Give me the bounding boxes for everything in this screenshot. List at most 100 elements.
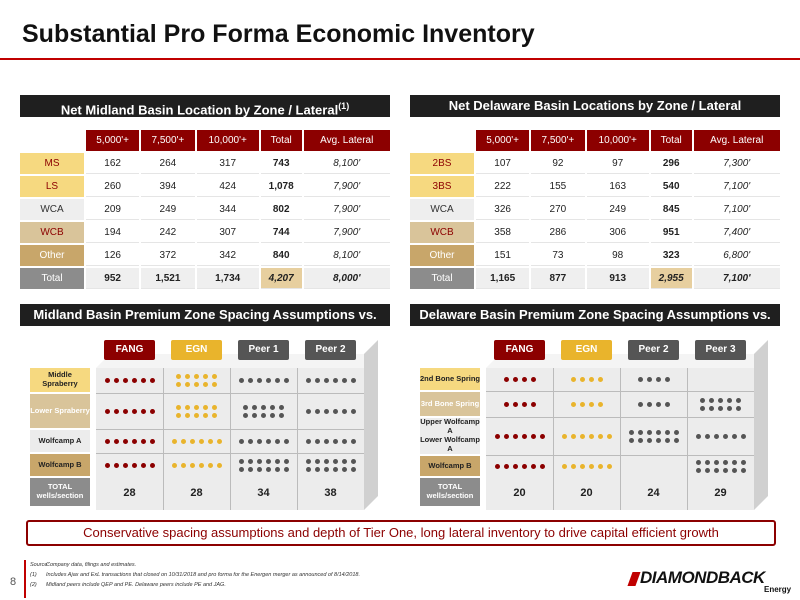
well-dots [230, 368, 297, 392]
well-dot-icon [561, 433, 567, 439]
well-dot-icon [579, 463, 585, 469]
well-dot-icon [736, 405, 741, 411]
well-dot-icon [113, 438, 119, 444]
dot-row [628, 437, 679, 443]
well-dot-icon [203, 373, 208, 379]
well-dot-icon [673, 429, 679, 435]
well-dot-icon [332, 408, 338, 414]
well-dot-icon [171, 462, 177, 468]
dot-row [176, 404, 217, 410]
well-dot-icon [283, 438, 289, 444]
cell-v3: 1,734 [196, 268, 259, 289]
dot-row [637, 401, 670, 407]
well-dot-icon [695, 459, 701, 465]
footnote-text: Company data, filings and estimates. [46, 562, 137, 568]
well-dot-icon [341, 438, 347, 444]
delaware-table-title-text: Net Delaware Basin Locations by Zone / L… [448, 98, 742, 113]
well-dot-icon [243, 404, 248, 410]
well-dots [297, 430, 364, 452]
cell-avg: 7,900' [303, 199, 390, 220]
dot-row [561, 433, 612, 439]
well-dot-icon [140, 377, 146, 383]
well-dot-icon [256, 377, 262, 383]
well-dot-icon [570, 463, 576, 469]
zone-label: Lower Spraberry [30, 394, 90, 428]
well-dot-icon [176, 404, 181, 410]
well-dot-icon [279, 412, 284, 418]
footnote-2: (2) Midland peers include QEP and PE. Del… [30, 582, 226, 588]
well-dot-icon [189, 438, 195, 444]
company-logo-sub: Energy [764, 585, 792, 594]
cell-v3: 163 [586, 176, 649, 197]
zone-label: Wolfcamp B [420, 456, 480, 476]
well-dot-icon [180, 438, 186, 444]
column-divider [620, 368, 621, 510]
well-dots [687, 392, 754, 416]
well-dot-icon [216, 462, 222, 468]
well-dot-icon [655, 429, 661, 435]
cell-avg: 7,300' [693, 153, 780, 174]
cell-v1: 151 [476, 245, 530, 266]
well-dot-icon [718, 397, 723, 403]
well-dot-icon [238, 458, 244, 464]
total-value: 24 [647, 487, 660, 499]
peer-label-0: FANG [494, 340, 545, 360]
well-dots [230, 430, 297, 452]
footnote-text: Includes Ajax and ExL transactions that … [46, 572, 361, 578]
well-dot-icon [512, 401, 518, 407]
well-dot-icon [203, 381, 208, 387]
well-dot-icon [261, 404, 266, 410]
well-dot-icon [283, 458, 289, 464]
dot-row [176, 381, 217, 387]
well-dot-icon [122, 377, 128, 383]
well-dot-icon [314, 458, 320, 464]
well-dot-icon [252, 412, 257, 418]
well-dot-icon [171, 438, 177, 444]
cell-avg: 8,100' [303, 245, 390, 266]
cell-avg: 7,400' [693, 222, 780, 243]
dot-row [238, 377, 289, 383]
col-header: 7,500'+ [531, 130, 585, 151]
dot-row [637, 376, 670, 382]
total-value: 38 [324, 487, 337, 499]
well-dot-icon [740, 467, 746, 473]
well-dot-icon [503, 463, 509, 469]
dot-row [628, 429, 679, 435]
cell-v2: 877 [531, 268, 585, 289]
well-dot-icon [332, 438, 338, 444]
well-dots [163, 430, 230, 452]
well-dot-icon [713, 467, 719, 473]
dot-row [695, 467, 746, 473]
well-dot-icon [176, 381, 181, 387]
well-dot-icon [736, 397, 741, 403]
well-dot-icon [283, 466, 289, 472]
cell-total: 296 [650, 153, 692, 174]
dot-row [561, 463, 612, 469]
total-value: 28 [190, 487, 203, 499]
cell-total: 840 [260, 245, 302, 266]
well-dot-icon [539, 463, 545, 469]
total-value: 29 [714, 487, 727, 499]
row-zone: WCA [410, 199, 474, 220]
well-dot-icon [588, 433, 594, 439]
diagram-side-face [754, 340, 768, 510]
well-dot-icon [597, 433, 603, 439]
table-row: 3BS 222 155 163 540 7,100' [410, 176, 780, 197]
well-dot-icon [323, 408, 329, 414]
well-dot-icon [350, 458, 356, 464]
zone-label: Upper Wolfcamp A [420, 417, 480, 436]
cell-v3: 913 [586, 268, 649, 289]
well-dot-icon [332, 458, 338, 464]
cell-avg: 7,900' [303, 222, 390, 243]
dot-row [570, 376, 603, 382]
cell-v1: 107 [476, 153, 530, 174]
well-dot-icon [247, 438, 253, 444]
cell-total: 951 [650, 222, 692, 243]
well-dot-icon [579, 433, 585, 439]
cell-v3: 344 [196, 199, 259, 220]
midland-table: 5,000'+ 7,500'+ 10,000'+ Total Avg. Late… [18, 128, 392, 291]
delaware-spacing-title: Delaware Basin Premium Zone Spacing Assu… [410, 304, 780, 348]
well-dot-icon [203, 412, 208, 418]
well-dot-icon [673, 437, 679, 443]
well-dot-icon [637, 437, 643, 443]
